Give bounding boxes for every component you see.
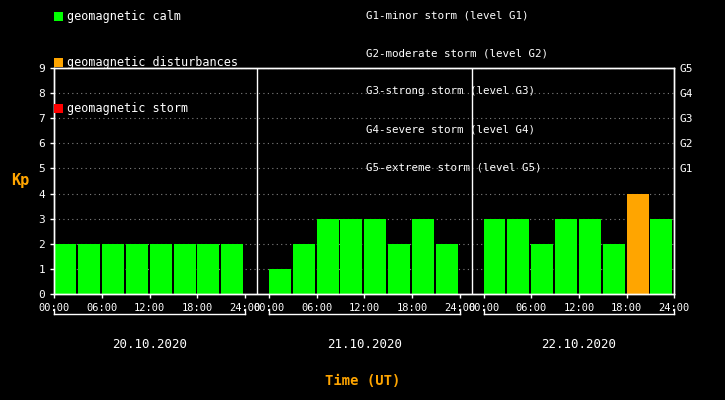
Text: G1-minor storm (level G1): G1-minor storm (level G1) (366, 10, 529, 20)
Bar (173, 244, 196, 294)
Text: geomagnetic storm: geomagnetic storm (67, 102, 188, 115)
Text: G4-severe storm (level G4): G4-severe storm (level G4) (366, 124, 535, 134)
Text: Time (UT): Time (UT) (325, 374, 400, 388)
Bar (341, 219, 362, 294)
Bar (365, 219, 386, 294)
Text: G5-extreme storm (level G5): G5-extreme storm (level G5) (366, 162, 542, 172)
Text: 20.10.2020: 20.10.2020 (112, 338, 187, 351)
Text: Kp: Kp (11, 174, 30, 188)
Text: 21.10.2020: 21.10.2020 (327, 338, 402, 351)
Text: geomagnetic disturbances: geomagnetic disturbances (67, 56, 238, 69)
Bar (650, 219, 672, 294)
Bar (269, 269, 291, 294)
Bar (579, 219, 601, 294)
Bar (126, 244, 148, 294)
Bar (531, 244, 553, 294)
Bar (436, 244, 457, 294)
Bar (78, 244, 100, 294)
Bar (317, 219, 339, 294)
Text: 22.10.2020: 22.10.2020 (542, 338, 616, 351)
Bar (197, 244, 220, 294)
Bar (412, 219, 434, 294)
Text: G3-strong storm (level G3): G3-strong storm (level G3) (366, 86, 535, 96)
Bar (484, 219, 505, 294)
Text: G2-moderate storm (level G2): G2-moderate storm (level G2) (366, 48, 548, 58)
Bar (602, 244, 625, 294)
Bar (221, 244, 243, 294)
Bar (507, 219, 529, 294)
Text: geomagnetic calm: geomagnetic calm (67, 10, 181, 23)
Bar (293, 244, 315, 294)
Bar (54, 244, 76, 294)
Bar (388, 244, 410, 294)
Bar (626, 194, 648, 294)
Bar (150, 244, 172, 294)
Bar (102, 244, 124, 294)
Bar (555, 219, 577, 294)
